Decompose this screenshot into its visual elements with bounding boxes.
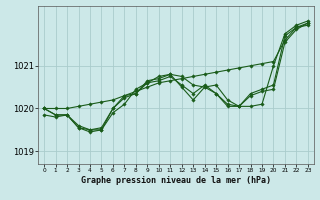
X-axis label: Graphe pression niveau de la mer (hPa): Graphe pression niveau de la mer (hPa) [81,176,271,185]
